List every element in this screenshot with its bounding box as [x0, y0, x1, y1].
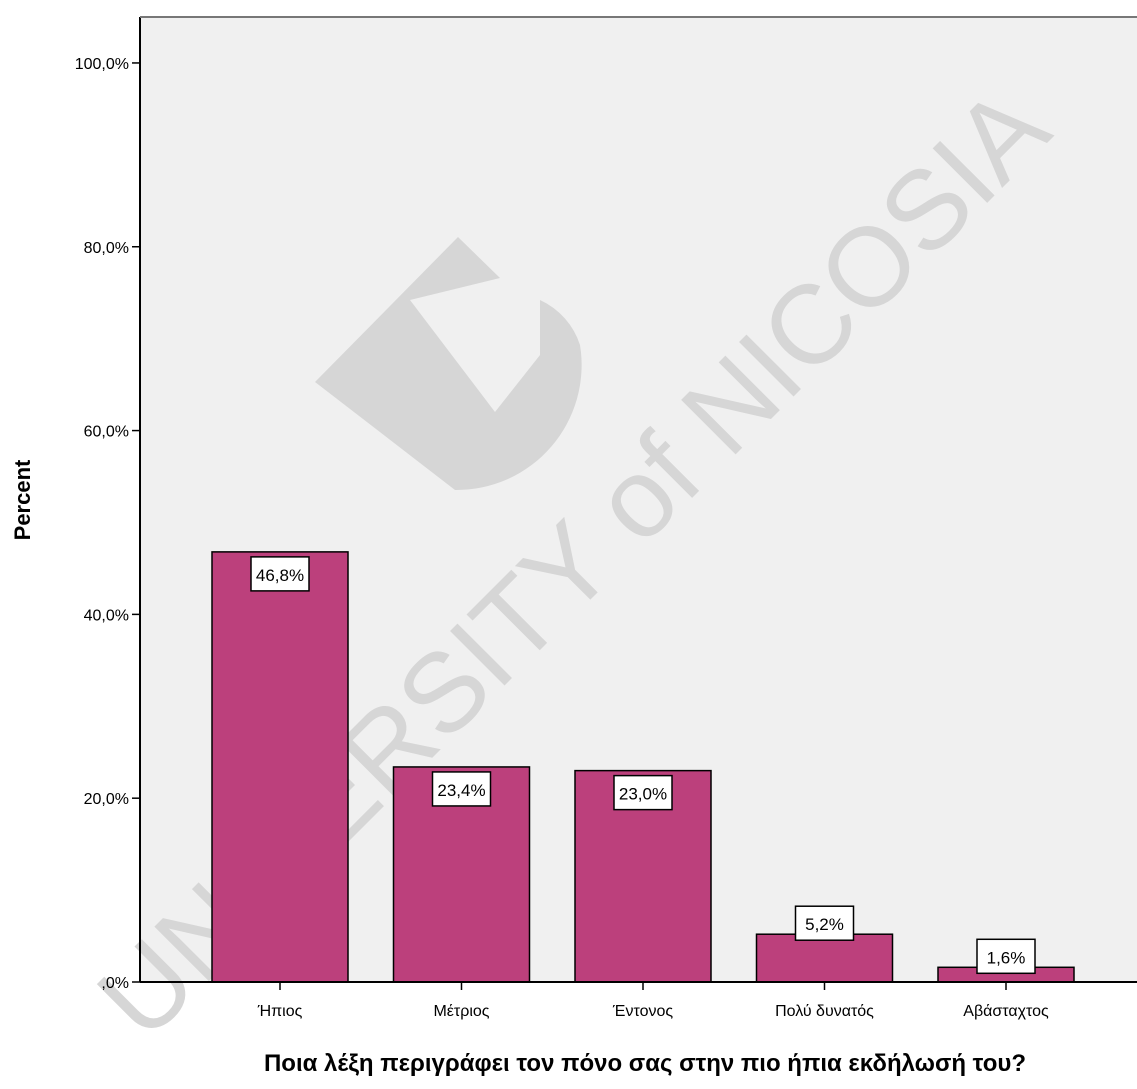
data-label-box — [794, 905, 855, 941]
data-label-box — [431, 771, 492, 807]
y-tick-label: 60,0% — [84, 424, 129, 441]
bar-4 — [755, 933, 894, 983]
x-tick-label: Αβάσταχτος — [963, 1003, 1049, 1020]
y-tick-label: ,0% — [101, 975, 129, 992]
x-axis-title: Ποια λέξη περιγράφει τον πόνο σας στην π… — [264, 1050, 1026, 1077]
data-label: 5,2% — [805, 915, 844, 934]
y-tick-label: 100,0% — [75, 56, 129, 73]
y-axis-title: Percent — [10, 459, 35, 540]
bar-1 — [211, 551, 349, 983]
data-label: 46,8% — [256, 566, 304, 585]
x-tick-label: Έντονος — [612, 1003, 673, 1020]
data-label: 23,0% — [619, 785, 667, 804]
x-tick-label: Μέτριος — [433, 1003, 489, 1020]
data-label: 23,4% — [437, 781, 485, 800]
y-tick-label: 80,0% — [84, 240, 129, 257]
data-labels: 46,8% 23,4% 23,0% 5,2% 1,6% — [250, 556, 1036, 975]
data-label-box — [613, 774, 673, 811]
watermark-logo-icon — [315, 237, 582, 491]
y-tick-label: 40,0% — [84, 607, 129, 624]
x-tick-label: Πολύ δυνατός — [775, 1003, 874, 1020]
data-label-box — [250, 556, 310, 592]
y-tick-label: 20,0% — [84, 791, 129, 808]
data-label: 1,6% — [987, 948, 1026, 967]
x-tick-label: Ήπιος — [257, 1003, 303, 1020]
axes: Ήπιος Μέτριος Έντονος Πολύ δυνατός Αβάσταχτο… — [75, 16, 1137, 1020]
data-label-box — [976, 938, 1036, 975]
